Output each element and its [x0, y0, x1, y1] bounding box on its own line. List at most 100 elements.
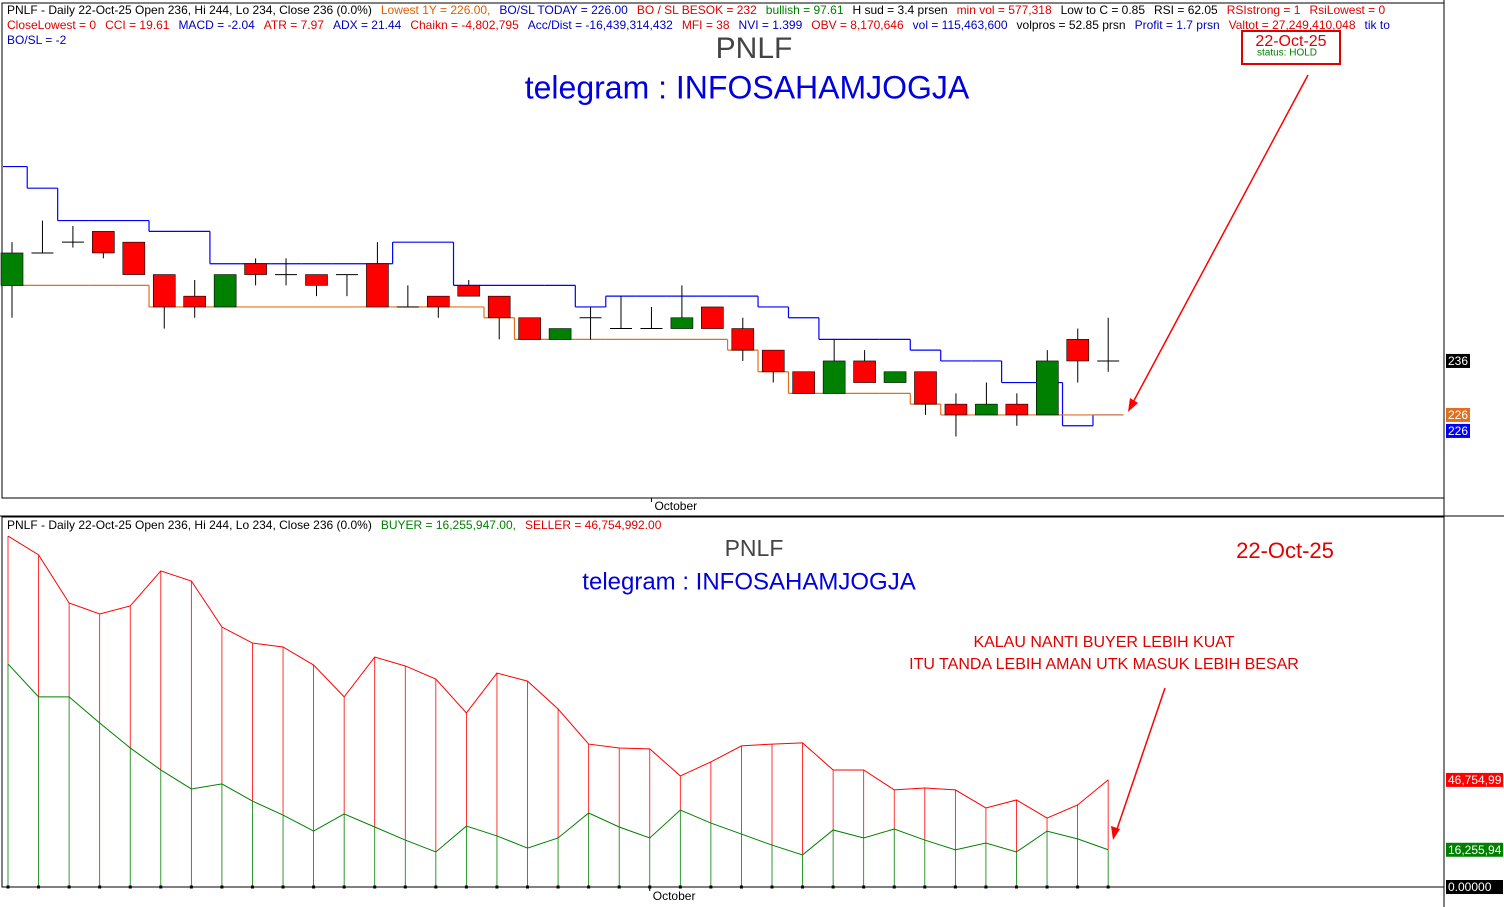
candle-body: [822, 360, 846, 394]
arrow: [1129, 74, 1309, 409]
baseline-dot: [281, 885, 285, 889]
header-item: CCI = 19.61: [105, 18, 170, 32]
candle-body: [914, 371, 937, 405]
last-value-box: [1446, 772, 1503, 787]
header-item: BO/SL = -2: [7, 33, 67, 47]
x-tick-label: October: [654, 499, 697, 513]
candle-body: [975, 403, 998, 416]
baseline-dot: [709, 885, 713, 889]
candle-body: [944, 403, 968, 416]
candle-body: [244, 263, 267, 275]
baseline-dot: [1045, 885, 1049, 889]
header-item: PNLF - Daily 22-Oct-25 Open 236, Hi 244,…: [7, 3, 372, 17]
date-label: 22-Oct-25: [1255, 33, 1326, 50]
baseline-dot: [37, 885, 41, 889]
chart-title: PNLF: [716, 32, 793, 65]
header-item: BO/SL TODAY = 226.00: [499, 3, 628, 17]
series-line: [7, 535, 1109, 819]
header-line: PNLF - Daily 22-Oct-25 Open 236, Hi 244,…: [7, 518, 1427, 533]
annotation: ITU TANDA LEBIH AMAN UTK MASUK LEBIH BES…: [909, 656, 1299, 673]
candle-body: [305, 274, 328, 286]
header-item: ATR = 7.97: [263, 18, 324, 32]
candle-body: [792, 371, 816, 394]
date-box: [1241, 30, 1341, 65]
candle-body: [1036, 360, 1059, 416]
baseline-dot: [1076, 885, 1080, 889]
baseline-dot: [801, 885, 805, 889]
header-item: Low to C = 0.85: [1060, 3, 1146, 17]
date-label: 22-Oct-25: [1236, 538, 1334, 563]
baseline-dot: [587, 885, 591, 889]
last-value-box: [1446, 407, 1470, 422]
candle-body: [518, 317, 541, 340]
baseline-dot: [770, 885, 774, 889]
baseline-dot: [128, 885, 132, 889]
header-item: Chaikn = -4,802,795: [410, 18, 519, 32]
baseline-dot: [923, 885, 927, 889]
last-value-box: [1446, 423, 1470, 438]
baseline-dot: [648, 885, 652, 889]
candle-body: [670, 317, 694, 329]
baseline-dot: [1014, 885, 1018, 889]
baseline-dot: [6, 885, 10, 889]
header-item: Acc/Dist = -16,439,314,432: [527, 18, 673, 32]
chart-title: PNLF: [725, 535, 784, 561]
candle-body: [761, 349, 785, 373]
last-value-label: 226: [1448, 408, 1468, 422]
header-line: CloseLowest = 0 CCI = 19.61 MACD = -2.04 AT…: [7, 18, 1427, 33]
header-item: tik to: [1364, 18, 1390, 32]
last-value-label: 0.00000: [1448, 880, 1492, 894]
header-item: BUYER = 16,255,947.00,: [380, 518, 516, 532]
header-item: MACD = -2.04: [178, 18, 255, 32]
last-value-label: 16,255,94: [1448, 843, 1502, 857]
last-value-label: 46,754,99: [1448, 773, 1502, 787]
header-item: bullish = 97.61: [765, 3, 844, 17]
bottom-header: PNLF - Daily 22-Oct-25 Open 236, Hi 244,…: [7, 518, 1427, 533]
baseline-dot: [739, 885, 743, 889]
candle-body: [701, 306, 724, 329]
candle-body: [92, 231, 115, 254]
baseline-dot: [373, 885, 377, 889]
header-item: SELLER = 46,754,992.00: [524, 518, 662, 532]
last-value-label: 236: [1448, 354, 1468, 368]
header-item: ADX = 21.44: [332, 18, 402, 32]
baseline-dot: [556, 885, 560, 889]
baseline-dot: [434, 885, 438, 889]
candle-body: [122, 241, 146, 275]
top-header: PNLF - Daily 22-Oct-25 Open 236, Hi 244,…: [7, 3, 1427, 48]
header-item: NVI = 1.399: [738, 18, 803, 32]
header-item: Profit = 1.7 prsn: [1134, 18, 1220, 32]
candle-body: [213, 274, 237, 308]
candle-body: [1005, 403, 1029, 416]
header-item: vol = 115,463,600: [912, 18, 1008, 32]
header-line: BO/SL = -2: [7, 33, 1427, 48]
status-label: status: HOLD: [1257, 48, 1317, 59]
header-item: CloseLowest = 0: [7, 18, 97, 32]
chart-subtitle: telegram : INFOSAHAMJOGJA: [525, 69, 970, 105]
baseline-dot: [464, 885, 468, 889]
candle-body: [883, 371, 907, 383]
header-item: RsiLowest = 0: [1309, 3, 1386, 17]
candle-body: [548, 328, 572, 340]
arrow: [1114, 687, 1166, 836]
baseline-dot: [984, 885, 988, 889]
header-item: min vol = 577,318: [956, 3, 1052, 17]
baseline-dot: [342, 885, 346, 889]
baseline-dot: [98, 885, 102, 889]
header-item: PNLF - Daily 22-Oct-25 Open 236, Hi 244,…: [7, 518, 372, 532]
baseline-dot: [1106, 885, 1110, 889]
baseline-dot: [953, 885, 957, 889]
header-item: Lowest 1Y = 226.00,: [380, 3, 491, 17]
baseline-dot: [862, 885, 866, 889]
header-item: RSIstrong = 1: [1226, 3, 1301, 17]
annotation: KALAU NANTI BUYER LEBIH KUAT: [973, 634, 1234, 651]
last-value-box: [1446, 880, 1503, 894]
header-item: volpros = 52.85 prsn: [1016, 18, 1126, 32]
last-value-box: [1446, 842, 1503, 857]
last-value-label: 226: [1448, 424, 1468, 438]
header-item: OBV = 8,170,646: [811, 18, 904, 32]
header-item: MFI = 38: [681, 18, 730, 32]
candle-body: [731, 328, 755, 351]
